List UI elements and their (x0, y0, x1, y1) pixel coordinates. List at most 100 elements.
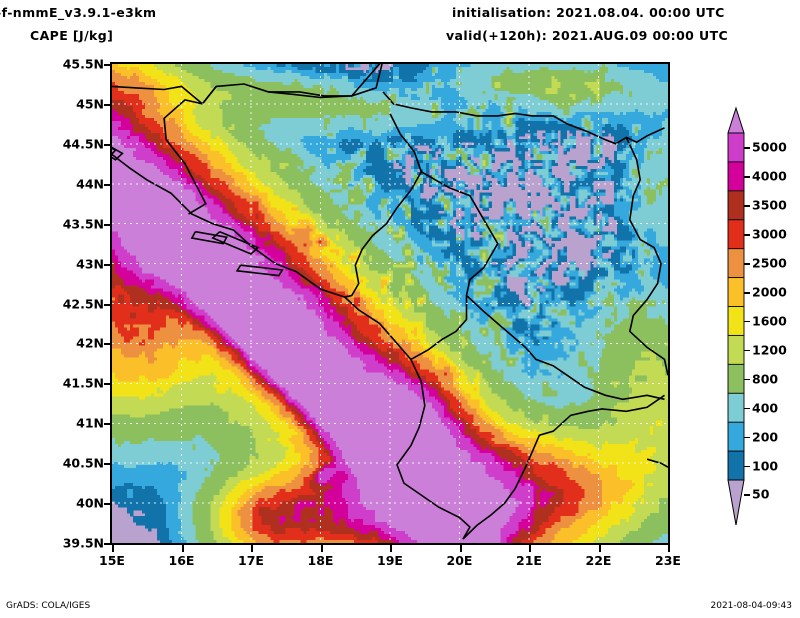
colorbar-tick-label: 3500 (752, 197, 787, 213)
y-tick-mark (104, 543, 111, 545)
coastline-border (382, 91, 665, 145)
initialisation-time: initialisation: 2021.08.04. 00:00 UTC (452, 5, 725, 20)
x-tick-mark (529, 545, 531, 552)
colorbar-band (727, 277, 745, 308)
colorbar-band (727, 306, 745, 337)
x-tick-label: 17E (238, 553, 264, 568)
colorbar-swatches (727, 106, 745, 526)
colorbar-below-min-arrow (727, 479, 745, 526)
y-tick-label: 41.5N (62, 375, 104, 391)
colorbar-band (727, 421, 745, 452)
x-tick-label: 16E (168, 553, 195, 568)
x-tick-mark (390, 545, 392, 552)
colorbar-tick-mark (744, 494, 750, 496)
y-tick-label: 45.5N (62, 56, 104, 72)
x-tick-mark (251, 545, 253, 552)
y-tick-mark (104, 143, 111, 146)
colorbar-band (727, 363, 745, 394)
colorbar-tick-mark (744, 147, 750, 149)
colorbar-band (727, 248, 745, 279)
y-tick-mark (104, 383, 111, 386)
colorbar-tick-label: 2000 (752, 284, 787, 300)
y-tick-label: 42.5N (62, 296, 104, 311)
colorbar-above-max-arrow (727, 106, 745, 134)
colorbar-tick-label: 200 (752, 429, 779, 445)
y-tick-mark (104, 463, 111, 466)
y-tick-label: 41N (76, 415, 104, 431)
coastline-border (112, 153, 471, 540)
colorbar-tick-label: 800 (752, 371, 779, 387)
x-tick-label: 23E (655, 553, 681, 568)
y-tick-mark (104, 263, 111, 266)
colorbar-tick-mark (744, 205, 750, 207)
y-tick-mark (104, 343, 111, 346)
colorbar: 5000 4000 3500 3000 2500 2000 1600 1200 800 400 20… (722, 104, 800, 534)
colorbar-tick-label: 1600 (752, 313, 787, 329)
y-tick-mark (104, 423, 111, 426)
variable-title: CAPE [J/kg] (30, 28, 114, 43)
y-tick-label: 43.5N (62, 216, 104, 232)
y-tick-mark (104, 64, 111, 66)
colorbar-band (727, 392, 745, 423)
cape-contour-field (112, 64, 668, 543)
x-tick-mark (181, 545, 184, 552)
coastline-border (163, 85, 217, 215)
map-plot-area (110, 62, 670, 545)
x-tick-label: 22E (585, 553, 612, 568)
x-tick-label: 21E (516, 553, 542, 568)
y-tick-label: 42N (76, 335, 104, 351)
colorbar-tick-mark (744, 407, 750, 410)
valid-time: valid(+120h): 2021.AUG.09 00:00 UTC (446, 28, 729, 43)
y-tick-label: 40N (76, 495, 104, 511)
coastline-border (268, 64, 383, 97)
colorbar-tick-mark (744, 378, 750, 381)
coastline-border (344, 113, 423, 298)
colorbar-tick-mark (744, 349, 750, 352)
x-tick-mark (112, 545, 114, 552)
y-tick-mark (104, 303, 111, 306)
x-tick-label: 19E (377, 553, 403, 568)
x-tick-label: 18E (307, 553, 334, 568)
model-title: -f-nmmE_v3.9.1-e3km (0, 5, 157, 20)
x-tick-mark (320, 545, 323, 552)
colorbar-tick-label: 2500 (752, 255, 787, 271)
colorbar-band (727, 132, 745, 163)
colorbar-tick-mark (744, 176, 750, 178)
colorbar-tick-label: 3000 (752, 226, 787, 242)
x-tick-mark (459, 545, 462, 552)
x-tick-mark (668, 545, 670, 552)
colorbar-band (727, 450, 745, 481)
colorbar-tick-mark (744, 292, 750, 294)
coastline-border (410, 295, 468, 361)
colorbar-band (727, 161, 745, 192)
y-tick-label: 43N (76, 256, 104, 272)
x-tick-label: 20E (446, 553, 473, 568)
colorbar-tick-mark (744, 465, 750, 468)
x-tick-mark (598, 545, 601, 552)
coastline-border (625, 137, 668, 376)
coastline-border (420, 171, 665, 401)
colorbar-tick-label: 100 (752, 458, 779, 474)
coastline-border (235, 264, 284, 277)
y-tick-mark (104, 503, 111, 506)
colorbar-tick-mark (744, 263, 750, 265)
y-tick-label: 39.5N (62, 535, 104, 551)
x-axis-labels: 15E 16E 17E 18E 19E 20E 21E 22E 23E (99, 549, 681, 571)
colorbar-tick-label: 5000 (752, 139, 787, 155)
y-axis-labels: 45.5N 45N 44.5N 44N 43.5N 43N 42.5N 42N 41.5N 41N… (40, 57, 104, 551)
colorbar-tick-mark (744, 436, 750, 439)
coastline-border (646, 458, 668, 468)
render-timestamp: 2021-08-04-09:43 (710, 601, 793, 611)
y-tick-label: 44N (76, 176, 104, 192)
y-tick-mark (104, 223, 111, 226)
colorbar-tick-mark (744, 234, 750, 236)
colorbar-band (727, 334, 745, 366)
colorbar-tick-mark (744, 320, 750, 323)
y-tick-mark (104, 183, 111, 186)
colorbar-band (727, 219, 745, 250)
colorbar-tick-label: 50 (752, 486, 770, 502)
y-tick-label: 44.5N (62, 136, 104, 152)
x-tick-label: 15E (99, 553, 125, 568)
colorbar-tick-label: 1200 (752, 342, 787, 358)
colorbar-band (727, 190, 745, 221)
